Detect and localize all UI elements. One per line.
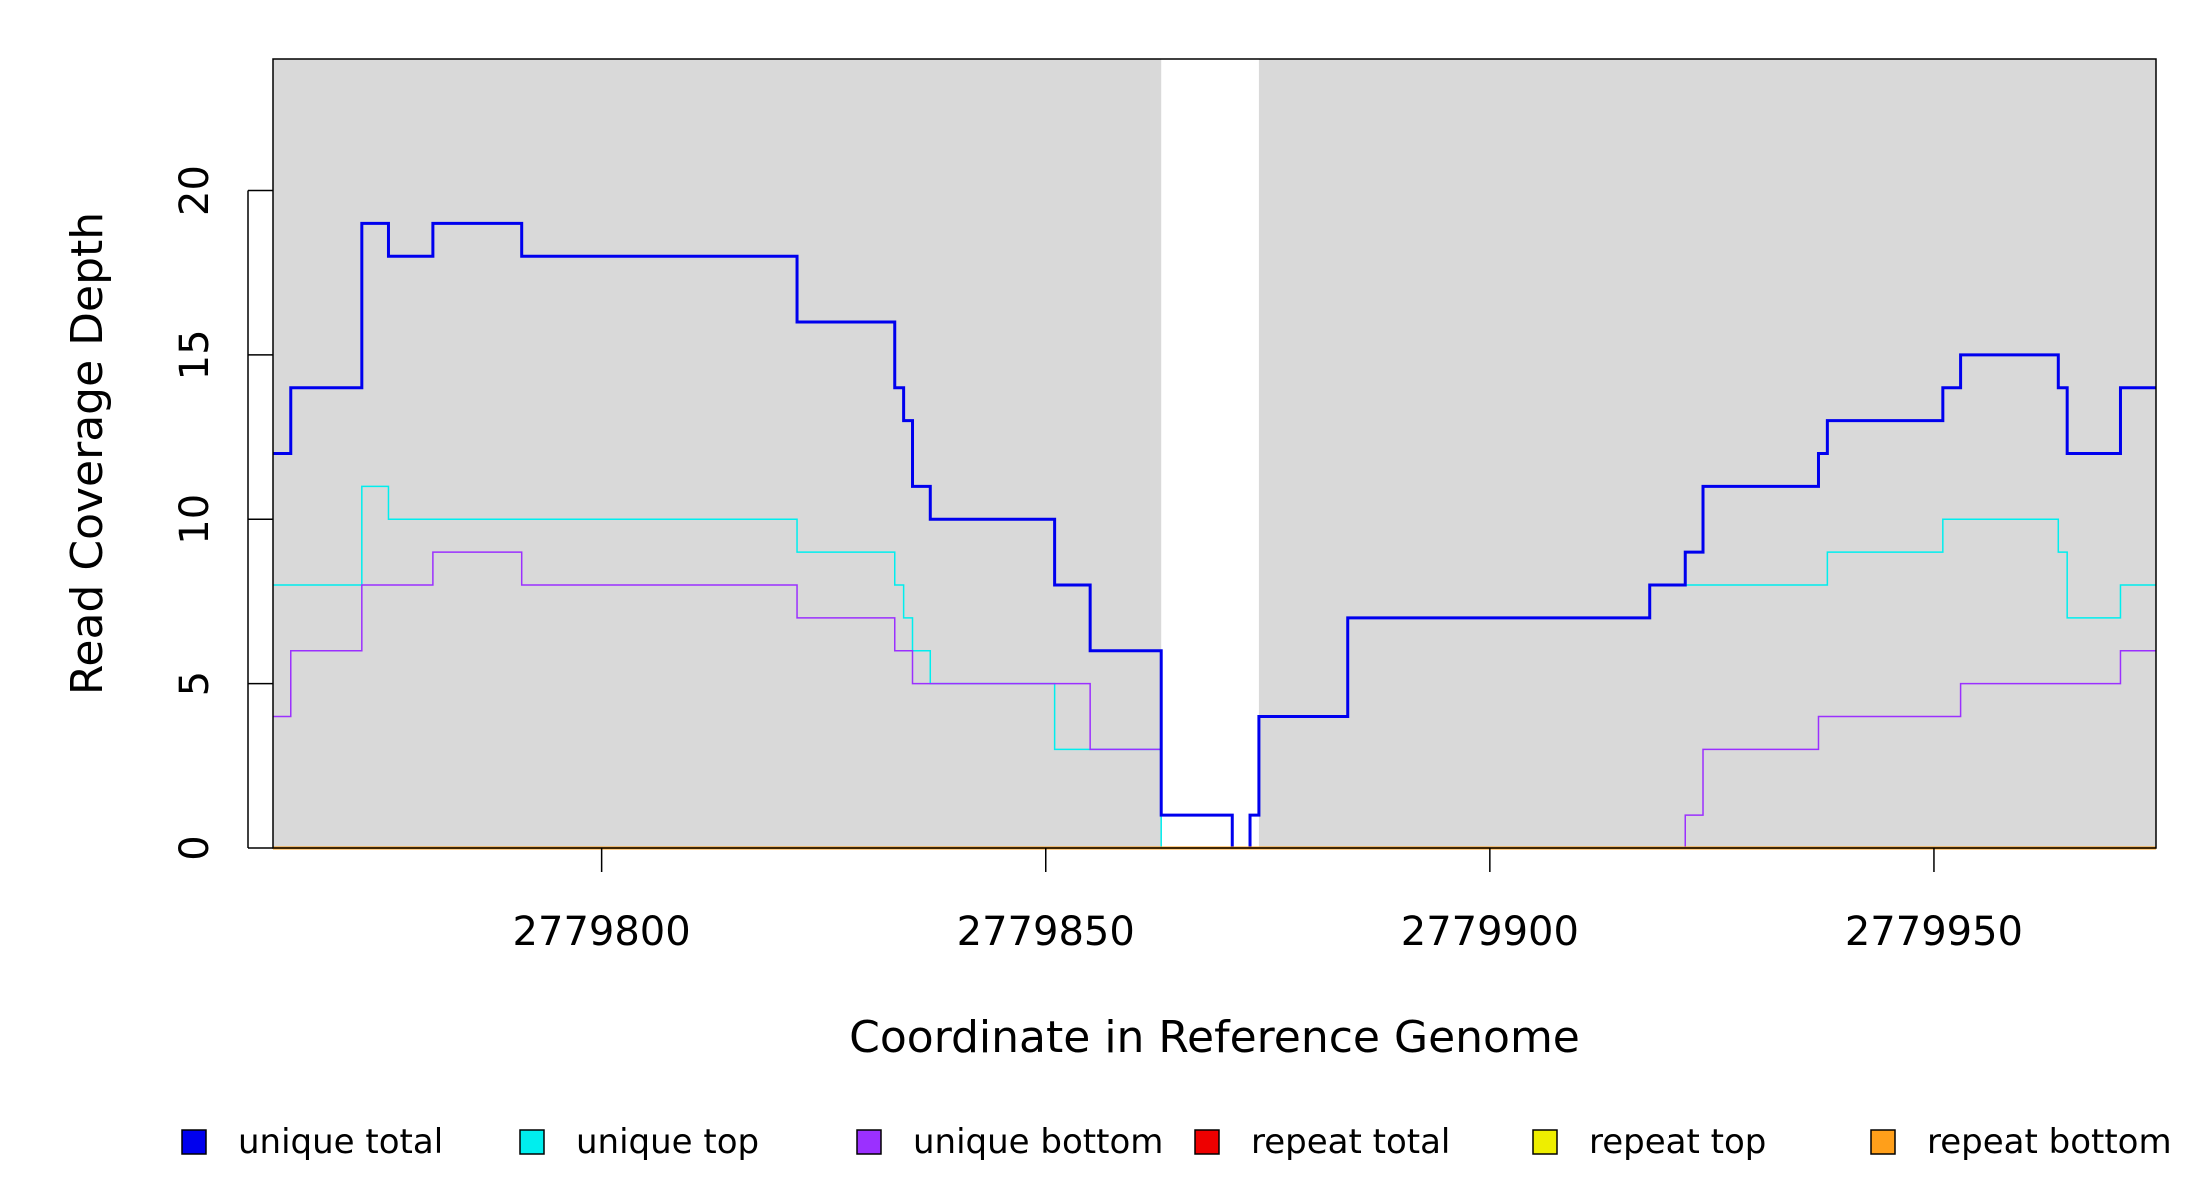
plot-panel	[273, 59, 2156, 848]
series-unique-bottom	[273, 551, 2156, 849]
legend-swatch-repeat-bottom	[1870, 1129, 1896, 1155]
y-tick-label-5: 5	[172, 671, 218, 696]
axes: 0 5 10 15 20 2779800 2779850 2779900 2779950	[172, 165, 2023, 955]
legend-label-repeat-bottom: repeat bottom	[1927, 1122, 2172, 1162]
shaded-region-1	[273, 59, 1162, 848]
legend-swatch-repeat-total	[1194, 1129, 1220, 1155]
x-tick-label-2779900: 2779900	[1401, 909, 1579, 955]
y-axis-title: Read Coverage Depth	[62, 212, 113, 695]
legend-label-repeat-top: repeat top	[1589, 1122, 1766, 1162]
shaded-region-2	[1258, 59, 2156, 848]
y-tick-label-0: 0	[172, 835, 218, 860]
plot-frame	[272, 58, 2157, 849]
legend-swatch-repeat-top	[1532, 1129, 1558, 1155]
legend-label-unique-top: unique top	[576, 1122, 759, 1162]
x-tick-label-2779950: 2779950	[1845, 909, 2023, 955]
x-tick-label-2779850: 2779850	[957, 909, 1135, 955]
legend-label-unique-total: unique total	[238, 1122, 443, 1162]
y-tick-label-15: 15	[172, 329, 218, 380]
legend-swatch-unique-total	[181, 1129, 207, 1155]
legend-swatch-unique-bottom	[856, 1129, 882, 1155]
legend-label-unique-bottom: unique bottom	[913, 1122, 1163, 1162]
y-tick-label-10: 10	[172, 494, 218, 545]
x-axis-title: Coordinate in Reference Genome	[849, 1012, 1580, 1063]
legend-swatch-unique-top	[519, 1129, 545, 1155]
x-tick-label-2779800: 2779800	[513, 909, 691, 955]
y-tick-label-20: 20	[172, 165, 218, 216]
series-unique-total	[273, 221, 2156, 850]
legend-label-repeat-total: repeat total	[1251, 1122, 1450, 1162]
legend: unique total unique top unique bottom repea…	[181, 1122, 2172, 1162]
